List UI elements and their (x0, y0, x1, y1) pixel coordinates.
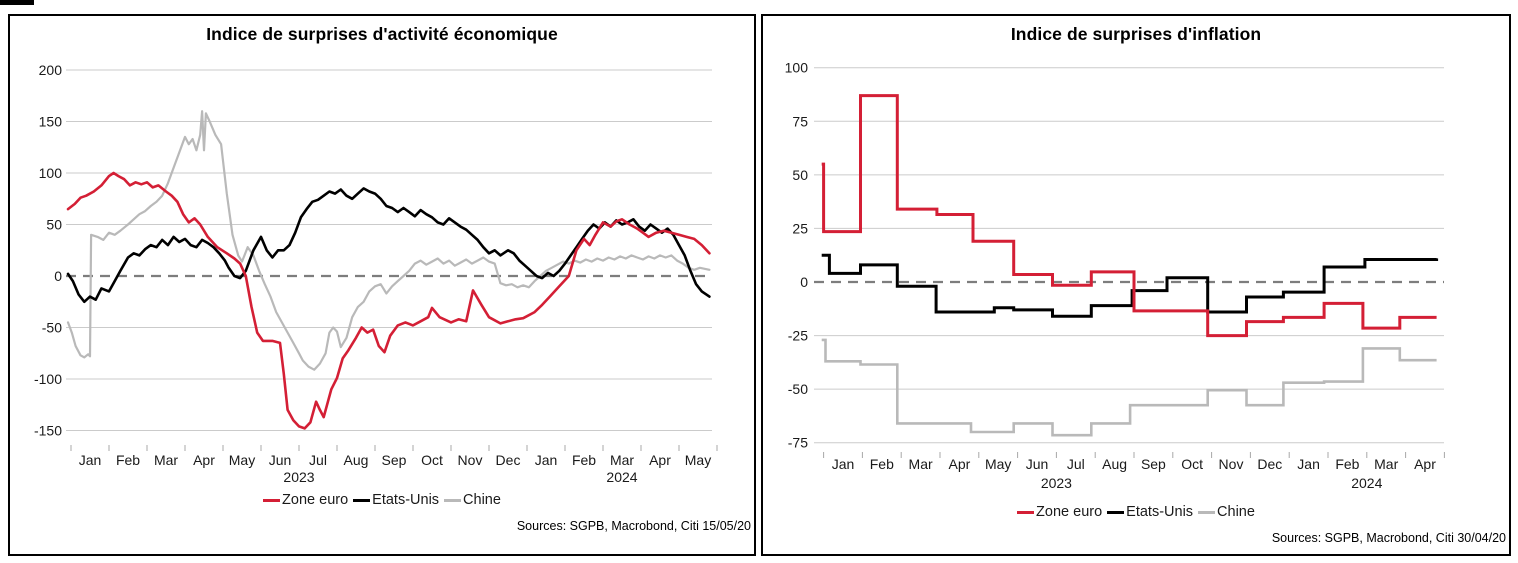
crop-artifact (0, 0, 34, 5)
svg-text:Dec: Dec (1257, 456, 1282, 472)
chine-line-icon (1198, 510, 1216, 514)
svg-text:-25: -25 (788, 328, 808, 344)
zone-euro-line-icon (1017, 510, 1035, 514)
chart-panel-inflation: Indice de surprises d'inflation 100 75 50 2… (761, 14, 1511, 556)
svg-text:Dec: Dec (496, 452, 521, 468)
svg-text:Oct: Oct (1181, 456, 1203, 472)
svg-text:Apr: Apr (949, 456, 971, 472)
svg-text:75: 75 (792, 113, 808, 129)
svg-text:100: 100 (39, 165, 63, 181)
svg-text:-150: -150 (34, 423, 62, 439)
svg-text:Jul: Jul (1067, 456, 1085, 472)
svg-text:0: 0 (800, 274, 808, 290)
svg-text:Jan: Jan (832, 456, 855, 472)
legend-label: Etats-Unis (1126, 504, 1194, 520)
svg-text:May: May (685, 452, 711, 468)
zone-euro-line-icon (263, 498, 281, 502)
chart-title: Indice de surprises d'inflation (1010, 24, 1262, 44)
legend-item-chine: Chine (1193, 504, 1255, 520)
legend-item-zone-euro: Zone euro (263, 492, 348, 508)
svg-text:Oct: Oct (421, 452, 443, 468)
svg-text:Feb: Feb (572, 452, 596, 468)
svg-text:100: 100 (785, 60, 809, 76)
svg-text:50: 50 (46, 217, 62, 233)
svg-text:Sep: Sep (1141, 456, 1166, 472)
svg-text:Jan: Jan (535, 452, 558, 468)
svg-text:Feb: Feb (116, 452, 140, 468)
chart-legend: Zone euro Etats-Unis Chine (763, 504, 1509, 520)
svg-text:Jul: Jul (309, 452, 327, 468)
legend-label: Chine (463, 492, 501, 508)
svg-text:Mar: Mar (1374, 456, 1398, 472)
svg-text:Nov: Nov (1219, 456, 1244, 472)
svg-text:Jan: Jan (1297, 456, 1320, 472)
legend-label: Chine (1217, 504, 1255, 520)
activity-chart-plot: 200 150 100 50 0 -50 -100 -150 Jan Feb Mar Apr May Ju… (34, 62, 718, 485)
legend-label: Etats-Unis (372, 492, 440, 508)
svg-text:May: May (229, 452, 255, 468)
etats-unis-line-icon (1107, 510, 1125, 514)
svg-text:Mar: Mar (909, 456, 933, 472)
svg-text:May: May (985, 456, 1011, 472)
svg-text:-75: -75 (788, 435, 808, 451)
svg-text:2024: 2024 (1351, 475, 1382, 491)
legend-label: Zone euro (1036, 504, 1103, 520)
legend-item-etats-unis: Etats-Unis (348, 492, 439, 508)
svg-text:Apr: Apr (1414, 456, 1436, 472)
legend-label: Zone euro (282, 492, 349, 508)
chart-panel-activity: Indice de surprises d'activité économiqu… (8, 14, 756, 556)
svg-text:-50: -50 (788, 381, 808, 397)
svg-text:0: 0 (54, 268, 62, 284)
source-note: Sources: SGPB, Macrobond, Citi 15/05/20 (516, 519, 751, 533)
svg-text:Mar: Mar (154, 452, 178, 468)
svg-text:Feb: Feb (870, 456, 894, 472)
svg-text:50: 50 (792, 167, 808, 183)
chart-title: Indice de surprises d'activité économiqu… (206, 24, 558, 44)
svg-text:-100: -100 (34, 371, 62, 387)
svg-text:Apr: Apr (649, 452, 671, 468)
svg-text:Feb: Feb (1335, 456, 1359, 472)
svg-text:-50: -50 (42, 320, 62, 336)
svg-text:Jan: Jan (79, 452, 102, 468)
legend-item-etats-unis: Etats-Unis (1102, 504, 1193, 520)
inflation-chart-plot: 100 75 50 25 0 -25 -50 -75 Jan Feb Mar Apr May Jun Jul… (785, 60, 1445, 491)
svg-text:150: 150 (39, 114, 63, 130)
legend-item-zone-euro: Zone euro (1017, 504, 1102, 520)
etats-unis-line-icon (353, 498, 371, 502)
svg-text:2023: 2023 (283, 469, 314, 485)
svg-text:Aug: Aug (1102, 456, 1127, 472)
svg-text:Sep: Sep (382, 452, 407, 468)
chart-legend: Zone euro Etats-Unis Chine (10, 492, 754, 508)
chine-line-icon (444, 498, 462, 502)
svg-text:Mar: Mar (610, 452, 634, 468)
svg-text:Jun: Jun (1026, 456, 1049, 472)
svg-text:Apr: Apr (193, 452, 215, 468)
source-note: Sources: SGPB, Macrobond, Citi 30/04/20 (1271, 531, 1506, 545)
svg-text:200: 200 (39, 62, 63, 78)
svg-text:Jun: Jun (269, 452, 292, 468)
svg-text:2024: 2024 (606, 469, 637, 485)
svg-text:2023: 2023 (1041, 475, 1072, 491)
svg-text:Aug: Aug (344, 452, 369, 468)
legend-item-chine: Chine (439, 492, 501, 508)
svg-text:25: 25 (792, 220, 808, 236)
svg-text:Nov: Nov (458, 452, 483, 468)
